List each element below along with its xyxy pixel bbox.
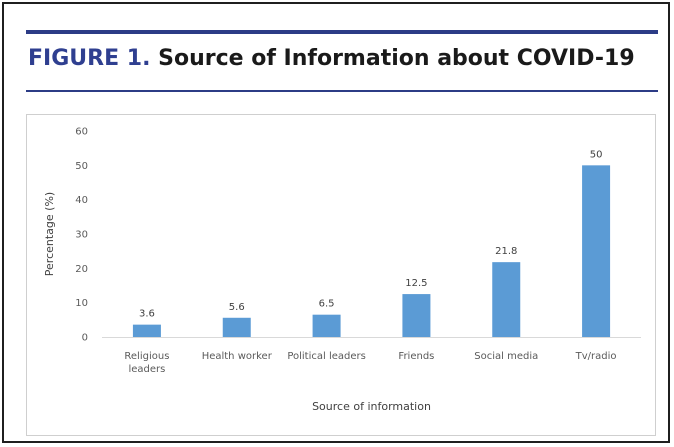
y-tick-label: 50 — [75, 161, 88, 172]
category-label-line: Health worker — [202, 351, 273, 362]
chart-container: 0 10 20 30 40 50 60 3.6 5.6 6.5 12.5 21.8 50 Religi… — [26, 114, 656, 436]
title-bottom-rule — [26, 90, 658, 92]
data-label: 50 — [590, 149, 603, 160]
bar-chart: 0 10 20 30 40 50 60 3.6 5.6 6.5 12.5 21.8 50 Religi… — [43, 127, 641, 413]
category-label-line: leaders — [128, 364, 165, 375]
category-label-line: Political leaders — [287, 351, 366, 362]
data-label: 5.6 — [229, 302, 245, 313]
category-label-line: Religious — [124, 351, 169, 362]
y-tick-label: 30 — [75, 230, 88, 241]
category-label: Religious leaders — [124, 351, 169, 375]
bar — [582, 165, 611, 337]
category-label: Health worker — [202, 351, 273, 362]
y-tick-label: 0 — [82, 333, 88, 344]
y-tick-label: 10 — [75, 298, 88, 309]
category-label-line: Social media — [474, 351, 538, 362]
y-tick-label: 40 — [75, 195, 88, 206]
y-axis-title: Percentage (%) — [43, 192, 56, 276]
x-axis-title: Source of information — [312, 400, 431, 413]
bar — [222, 317, 251, 337]
category-label-line: Friends — [398, 351, 434, 362]
bar — [492, 262, 521, 337]
title-top-rule — [26, 30, 658, 34]
data-label: 12.5 — [405, 278, 427, 289]
category-label-line: Tv/radio — [575, 351, 617, 362]
y-tick-label: 60 — [75, 127, 88, 138]
figure-label: FIGURE 1. — [28, 46, 151, 71]
bar — [402, 294, 431, 337]
bar — [312, 314, 341, 337]
y-tick-label: 20 — [75, 264, 88, 275]
bars — [132, 165, 611, 337]
figure-title: FIGURE 1. Source of Information about CO… — [28, 44, 635, 74]
category-label: Social media — [474, 351, 538, 362]
figure-caption: Source of Information about COVID-19 — [158, 46, 635, 71]
category-label: Tv/radio — [575, 351, 617, 362]
category-labels: Religious leaders Health worker Political l… — [124, 351, 616, 375]
data-label: 6.5 — [319, 299, 335, 310]
data-label: 3.6 — [139, 309, 155, 320]
y-axis-ticks: 0 10 20 30 40 50 60 — [75, 127, 88, 344]
data-labels: 3.6 5.6 6.5 12.5 21.8 50 — [139, 149, 602, 319]
category-label: Political leaders — [287, 351, 366, 362]
data-label: 21.8 — [495, 246, 517, 257]
bar — [132, 324, 161, 337]
category-label: Friends — [398, 351, 434, 362]
